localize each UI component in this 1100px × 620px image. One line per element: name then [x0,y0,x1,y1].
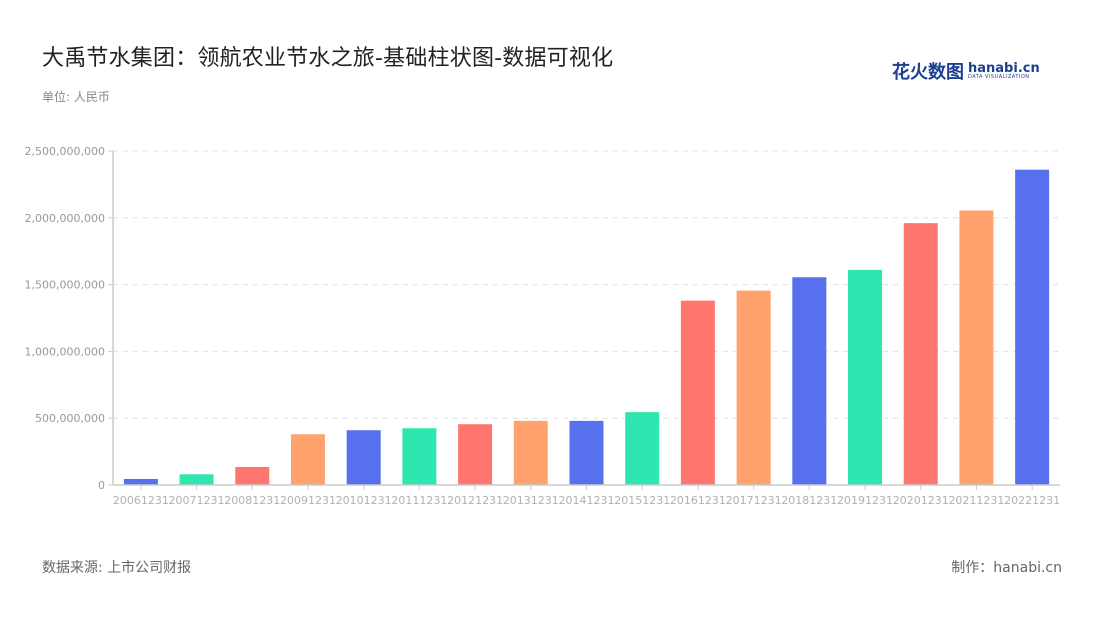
x-tick-label: 20151231 [614,494,670,507]
bar-20171231[interactable] [736,290,771,485]
bar-20091231[interactable] [290,434,325,485]
x-tick-label: 20091231 [280,494,336,507]
bar-20181231[interactable] [792,277,827,485]
x-tick-label: 20111231 [391,494,447,507]
bars [123,169,1050,486]
bar-20101231[interactable] [346,430,381,485]
x-tick-label: 20161231 [670,494,726,507]
bar-20201231[interactable] [903,223,938,486]
y-tick-label: 2,500,000,000 [25,145,105,158]
y-tick-label: 2,000,000,000 [25,212,105,225]
y-tick-label: 0 [98,479,105,492]
y-tick-label: 1,000,000,000 [25,345,105,358]
x-tick-label: 20191231 [837,494,893,507]
logo-en-text: hanabi.cn [968,61,1040,76]
x-tick-label: 20181231 [781,494,837,507]
bar-20081231[interactable] [235,466,270,485]
x-axis: 20061231 20071231 20081231 20091231 20101231… [113,484,1060,507]
bar-20161231[interactable] [680,300,715,485]
x-tick-label: 20121231 [447,494,503,507]
logo-cn-text: 花火数图 [892,62,964,83]
bar-20221231[interactable] [1015,169,1050,486]
bar-20211231[interactable] [959,210,994,485]
x-tick-label: 20101231 [336,494,392,507]
y-tick-label: 1,500,000,000 [25,279,105,292]
logo-tagline: DATA VISUALIZATION [968,74,1030,80]
x-tick-label: 20131231 [503,494,559,507]
credit: 制作：hanabi.cn [951,560,1062,576]
bar-20061231[interactable] [123,478,158,485]
chart-title: 大禹节水集团：领航农业节水之旅-基础柱状图-数据可视化 [42,46,614,71]
bar-20071231[interactable] [179,474,214,485]
bar-20131231[interactable] [513,420,548,485]
bar-20141231[interactable] [569,420,604,485]
x-tick-label: 20221231 [1004,494,1060,507]
x-tick-label: 20171231 [726,494,782,507]
bar-20111231[interactable] [402,428,437,485]
x-tick-label: 20071231 [169,494,225,507]
brand-logo: 花火数图 hanabi.cn DATA VISUALIZATION [892,58,1040,84]
y-axis: 0 500,000,000 1,000,000,000 1,500,000,000 2,… [25,145,114,492]
data-source: 数据来源: 上市公司财报 [42,560,192,576]
x-tick-label: 20061231 [113,494,169,507]
bar-20191231[interactable] [848,269,883,485]
bar-20151231[interactable] [625,412,660,485]
y-tick-label: 500,000,000 [35,412,105,425]
x-tick-label: 20081231 [224,494,280,507]
unit-label: 单位: 人民币 [42,90,110,104]
bar-20121231[interactable] [458,424,493,485]
x-tick-label: 20201231 [893,494,949,507]
logo-en-block: hanabi.cn DATA VISUALIZATION [968,62,1040,80]
gridlines [113,150,1060,419]
x-tick-label: 20211231 [948,494,1004,507]
x-tick-label: 20141231 [559,494,615,507]
